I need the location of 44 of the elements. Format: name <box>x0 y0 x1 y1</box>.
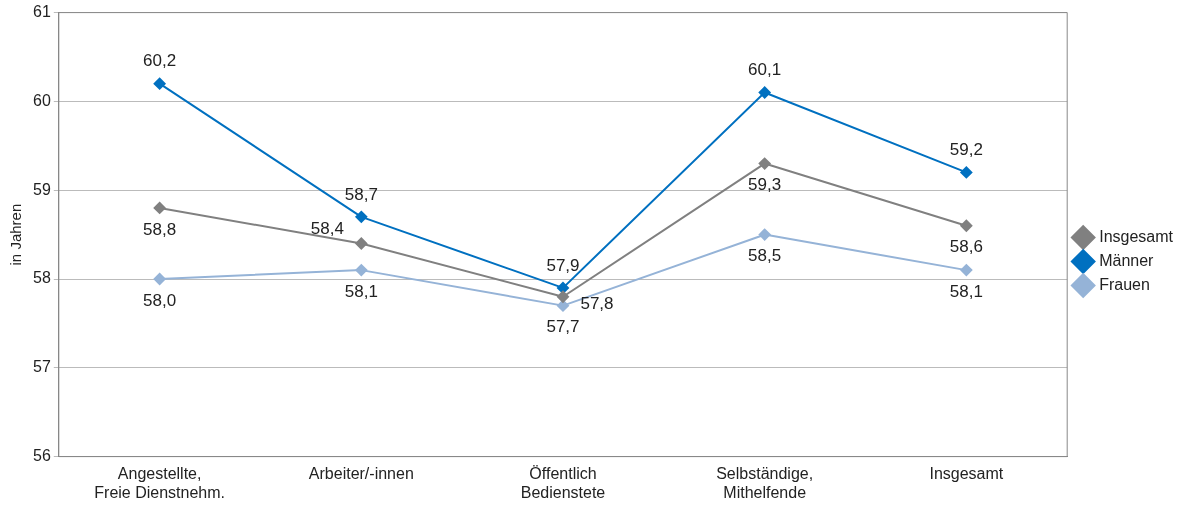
data-label: 58,5 <box>748 246 782 266</box>
data-label: 58,0 <box>143 290 177 310</box>
data-label: 57,9 <box>546 255 580 275</box>
legend-label: Frauen <box>1099 275 1150 293</box>
point <box>960 219 973 232</box>
point <box>355 264 368 277</box>
data-label: 58,8 <box>143 219 177 239</box>
y-tick-label: 60 <box>33 91 51 109</box>
y-tick-label: 57 <box>33 358 51 376</box>
x-tick-label: Öffentlich Bedienstete <box>520 464 606 501</box>
data-label: 58,1 <box>949 281 983 301</box>
y-tick-label: 56 <box>33 447 51 465</box>
data-label: 58,6 <box>949 237 983 257</box>
data-label: 60,1 <box>748 60 782 80</box>
point <box>153 273 166 285</box>
x-tick-label: Selbständige, Mithelfende <box>716 464 814 501</box>
point <box>960 166 973 179</box>
legend-label: Insgesamt <box>1099 227 1174 245</box>
point <box>355 237 368 250</box>
point <box>153 201 166 214</box>
data-label: 59,3 <box>748 175 782 195</box>
y-axis-title: in Jahren <box>7 203 25 266</box>
y-tick-label: 58 <box>33 269 51 287</box>
data-label: 57,8 <box>580 294 614 314</box>
data-label: 58,1 <box>344 281 378 301</box>
y-tick-label: 59 <box>33 180 51 198</box>
point <box>758 86 771 99</box>
point <box>758 157 771 170</box>
data-label: 60,2 <box>143 51 177 71</box>
point <box>556 290 569 303</box>
x-tick-label: Angestellte, Freie Dienstnehm. <box>94 464 225 501</box>
point <box>758 228 771 241</box>
data-label: 59,2 <box>949 140 983 160</box>
point <box>355 210 368 223</box>
point <box>556 281 569 294</box>
point <box>960 264 973 277</box>
data-label: 58,7 <box>344 184 378 204</box>
point <box>153 77 166 90</box>
y-tick-label: 61 <box>33 3 51 21</box>
data-label: 58,4 <box>310 219 344 239</box>
legend-label: Männer <box>1099 251 1155 269</box>
data-label: 57,7 <box>546 317 580 337</box>
x-tick-label: Arbeiter/-innen <box>308 464 414 482</box>
x-tick-label: Insgesamt <box>929 464 1004 482</box>
